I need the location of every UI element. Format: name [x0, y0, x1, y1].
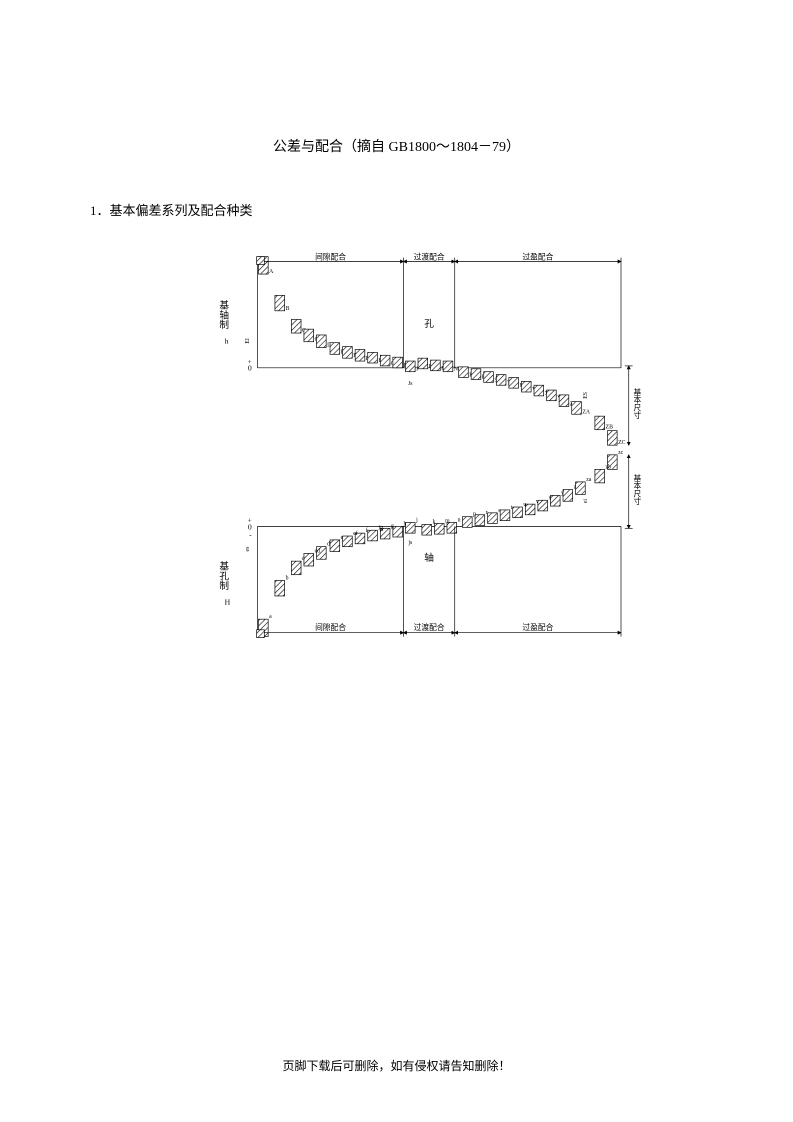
svg-text:+: + — [247, 357, 251, 366]
svg-text:轴: 轴 — [424, 552, 434, 564]
svg-text:基轴制: 基轴制 — [217, 300, 229, 329]
svg-text:孔: 孔 — [424, 319, 434, 330]
svg-text:h: h — [225, 337, 229, 346]
svg-text:基本尺寸: 基本尺寸 — [633, 387, 642, 419]
svg-text:za: za — [586, 477, 592, 483]
svg-text:y: y — [561, 490, 564, 496]
svg-text:x: x — [549, 495, 552, 501]
svg-text:cd: cd — [315, 548, 321, 554]
svg-text:zb: zb — [606, 464, 612, 470]
page-footer: 页脚下载后可删除，如有侵权请告知删除！ — [0, 1057, 793, 1074]
svg-text:过渡配合: 过渡配合 — [414, 252, 445, 262]
svg-text:EI: EI — [245, 338, 251, 344]
section-heading: 1．基本偏差系列及配合种类 — [90, 200, 253, 219]
svg-text:a: a — [269, 614, 272, 620]
svg-text:g: g — [391, 523, 394, 529]
svg-text:-: - — [249, 530, 252, 539]
svg-text:e: e — [341, 535, 344, 541]
svg-text:z: z — [574, 485, 577, 491]
page-title: 公差与配合（摘自 GB1800～1804－79） — [0, 136, 793, 156]
svg-text:k: k — [433, 519, 436, 525]
svg-text:n: n — [458, 518, 461, 524]
svg-text:B: B — [286, 306, 290, 312]
svg-text:ZC: ZC — [618, 440, 626, 446]
svg-text:v: v — [536, 499, 539, 505]
svg-text:r: r — [486, 510, 488, 516]
svg-text:m: m — [445, 519, 450, 525]
svg-text:ES: ES — [583, 392, 589, 399]
svg-text:Js: Js — [408, 381, 413, 387]
deviation-diagram: 0+ABCCDDEEFFFGGHJKMNPRSTUVXYZZAZBZC间隙配合过… — [215, 250, 650, 650]
svg-text:u: u — [523, 502, 526, 508]
svg-text:d: d — [327, 542, 330, 548]
svg-text:基孔制: 基孔制 — [217, 561, 229, 590]
svg-text:ZB: ZB — [606, 425, 614, 431]
svg-text:A: A — [269, 269, 274, 275]
svg-text:ZA: ZA — [582, 409, 591, 415]
svg-text:ei: ei — [583, 499, 589, 504]
svg-text:ef: ef — [353, 530, 358, 537]
svg-text:zc: zc — [618, 450, 624, 456]
svg-text:过盈配合: 过盈配合 — [522, 622, 553, 632]
svg-text:过渡配合: 过渡配合 — [414, 622, 445, 632]
svg-text:间隙配合: 间隙配合 — [315, 252, 346, 262]
svg-text:间隙配合: 间隙配合 — [315, 622, 346, 632]
svg-text:j: j — [415, 518, 418, 524]
svg-text:基本尺寸: 基本尺寸 — [633, 473, 642, 505]
svg-text:c: c — [302, 556, 305, 562]
svg-text:f: f — [366, 527, 368, 534]
svg-text:过盈配合: 过盈配合 — [522, 252, 553, 262]
svg-text:fg: fg — [378, 524, 383, 531]
svg-text:h: h — [404, 521, 407, 527]
svg-text:js: js — [407, 540, 413, 546]
svg-text:es: es — [245, 546, 251, 552]
svg-text:H: H — [225, 598, 231, 607]
svg-text:b: b — [286, 576, 289, 582]
svg-text:p: p — [473, 512, 476, 518]
svg-text:+: + — [247, 516, 251, 525]
